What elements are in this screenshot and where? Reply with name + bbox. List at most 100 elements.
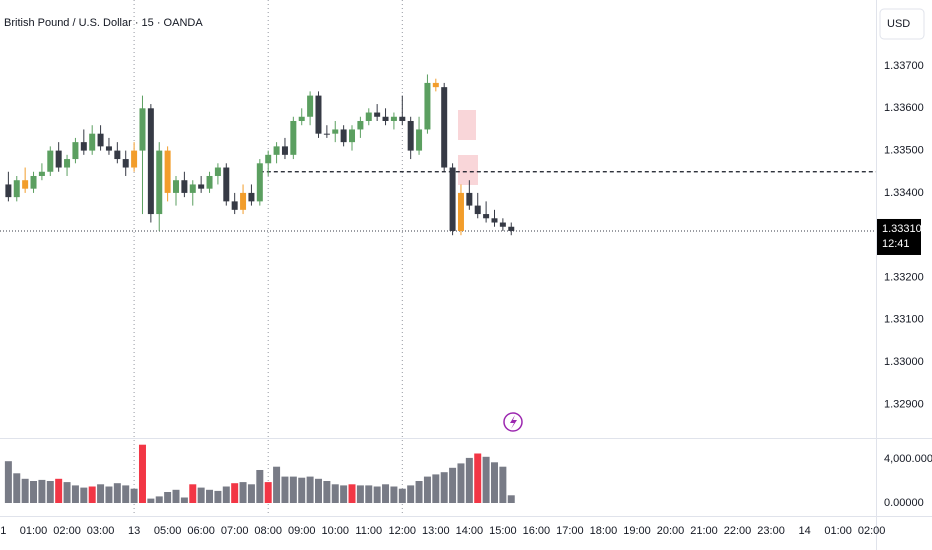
x-tick-label: 18:00	[590, 525, 618, 537]
volume-bar	[122, 485, 130, 503]
candle-body	[357, 120, 364, 130]
x-tick-label: 12:00	[389, 525, 417, 537]
x-tick-label: 06:00	[187, 525, 215, 537]
volume-bar	[239, 482, 247, 503]
candle-body	[432, 82, 439, 88]
volume-bar	[423, 476, 431, 503]
candle-body	[223, 167, 230, 202]
candle-body	[5, 184, 12, 198]
volume-bar	[71, 485, 79, 503]
volume-tick-label: 0.00000	[884, 497, 924, 509]
candle-body	[97, 133, 104, 147]
candle-body	[374, 112, 381, 117]
x-tick-label: 07:00	[221, 525, 249, 537]
candle-body	[164, 150, 171, 193]
x-tick-label: 21:00	[690, 525, 718, 537]
volume-bar	[21, 478, 29, 503]
volume-bar	[298, 477, 306, 503]
volume-bar	[164, 491, 172, 503]
candle-body	[273, 146, 280, 155]
zone-highlight	[458, 110, 476, 140]
candle-body	[332, 129, 339, 134]
x-tick-label: 22:00	[724, 525, 752, 537]
candle-body	[365, 112, 372, 121]
candle-body	[399, 116, 406, 121]
volume-bar	[264, 482, 272, 503]
volume-bar	[348, 484, 356, 503]
candle-body	[131, 150, 138, 168]
candle-body	[340, 129, 347, 143]
y-tick-label: 1.33500	[884, 145, 924, 157]
currency-label: USD	[887, 18, 910, 30]
x-tick-label: 14:00	[456, 525, 484, 537]
volume-bar	[147, 498, 155, 503]
volume-bar	[231, 483, 239, 503]
candle-body	[114, 150, 121, 160]
volume-bar	[30, 480, 38, 503]
candle-body	[390, 116, 397, 121]
candle-body	[105, 146, 112, 151]
x-tick-label: 13	[128, 525, 140, 537]
volume-bar	[206, 489, 214, 503]
candle-body	[89, 133, 96, 151]
volume-bar	[180, 497, 188, 503]
volume-bar	[113, 483, 121, 503]
candle-body	[307, 95, 314, 117]
y-tick-label: 1.33100	[884, 314, 924, 326]
volume-bar	[474, 453, 482, 503]
candle-body	[449, 167, 456, 231]
volume-bar	[38, 479, 46, 503]
lightning	[510, 415, 517, 429]
x-tick-label: 20:00	[657, 525, 685, 537]
volume-bar	[97, 484, 105, 503]
candle-body	[483, 214, 490, 219]
candle-body	[122, 159, 129, 168]
volume-bar	[382, 484, 390, 503]
candle-body	[474, 205, 481, 215]
volume-bar	[340, 485, 348, 503]
currency-button[interactable]	[879, 8, 925, 40]
volume-bar	[314, 478, 322, 503]
volume-bar	[273, 466, 281, 503]
y-tick-label: 1.32900	[884, 398, 924, 410]
volume-bar	[63, 482, 71, 503]
candle-body	[407, 120, 414, 151]
volume-bar	[398, 488, 406, 503]
y-tick-label: 1.33700	[884, 60, 924, 72]
volume-bar	[214, 490, 222, 503]
candle-body	[64, 159, 71, 168]
candle-body	[298, 116, 305, 121]
candle-body	[47, 150, 54, 172]
volume-bar	[390, 486, 398, 503]
x-tick-label: 01:00	[824, 525, 852, 537]
x-tick-label: 14	[798, 525, 810, 537]
candle-body	[382, 116, 389, 121]
candle-body	[214, 167, 221, 176]
volume-bar	[13, 473, 21, 503]
volume-bar	[490, 462, 498, 503]
x-tick-label: 05:00	[154, 525, 182, 537]
candle-body	[315, 95, 322, 134]
candle-body	[206, 175, 213, 189]
volume-bar	[373, 486, 381, 503]
candle-body	[499, 222, 506, 227]
candle-body	[424, 82, 431, 130]
candle-body	[38, 171, 45, 176]
volume-bar	[440, 472, 448, 503]
volume-bar	[449, 467, 457, 503]
candle-body	[281, 146, 288, 155]
x-tick-label: 19:00	[623, 525, 651, 537]
candle-body	[466, 192, 473, 206]
candle-body	[508, 226, 515, 231]
chart-title: British Pound / U.S. Dollar · 15 · OANDA	[4, 17, 203, 29]
candle-body	[248, 192, 255, 202]
volume-bar	[4, 461, 12, 503]
last-price-label: 1.33310	[882, 223, 922, 235]
x-tick-label: 15:00	[489, 525, 517, 537]
y-tick-label: 1.33400	[884, 187, 924, 199]
volume-bar	[407, 485, 415, 503]
volume-bar	[130, 488, 138, 503]
event-icon[interactable]	[503, 412, 523, 432]
volume-bar	[465, 457, 473, 503]
